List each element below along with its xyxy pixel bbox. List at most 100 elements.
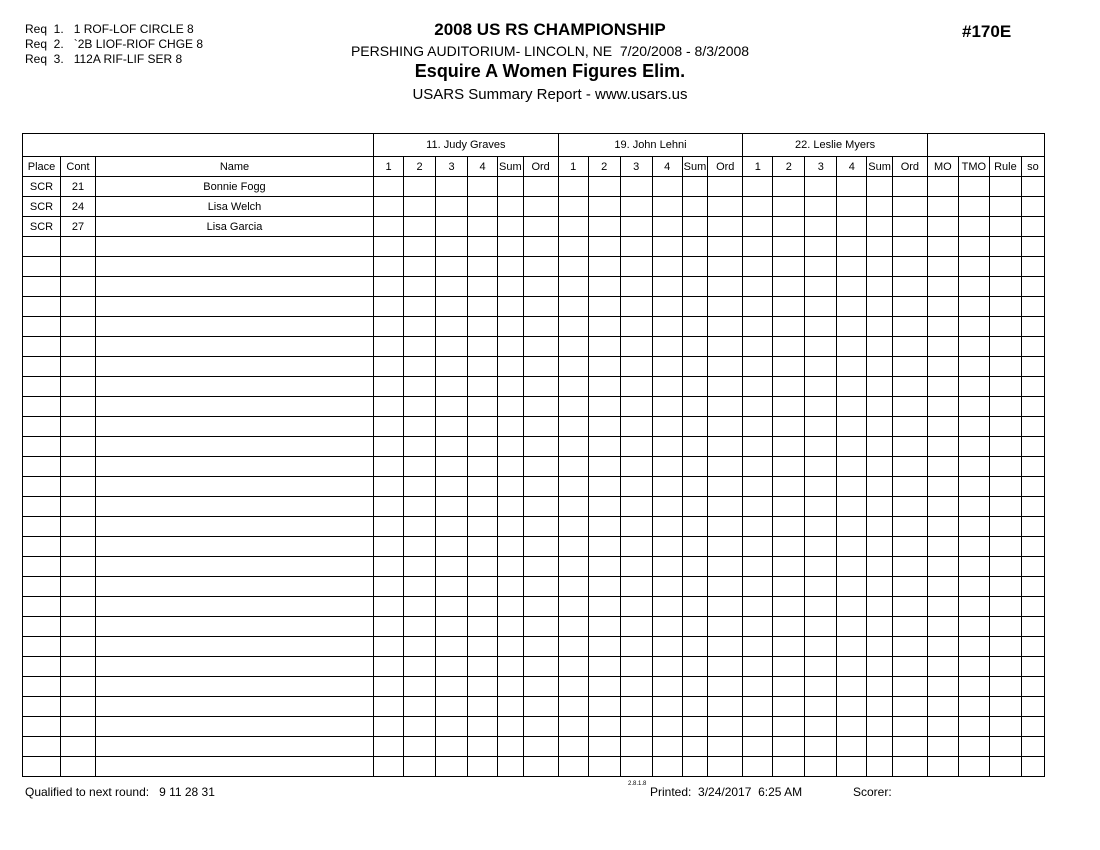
cell-score <box>557 516 589 537</box>
cell-score <box>836 656 868 677</box>
cell-score <box>772 756 806 777</box>
cell-score <box>557 616 589 637</box>
cell-score <box>557 676 589 697</box>
cell-score <box>836 396 868 417</box>
cell-sum <box>497 476 524 497</box>
cell-name <box>95 296 374 317</box>
cell-score <box>435 516 468 537</box>
cell-ord <box>707 436 744 457</box>
cell-score <box>373 516 404 537</box>
cell-score <box>587 656 621 677</box>
cell-so <box>1020 636 1045 657</box>
cell-sum <box>497 636 524 657</box>
cell-score <box>651 336 683 357</box>
cell-score <box>373 636 404 657</box>
cell-sum <box>866 376 893 397</box>
judge-header-2: 19. John Lehni <box>557 133 744 157</box>
cell-cont <box>60 616 96 637</box>
cell-score <box>587 496 621 517</box>
cell-rule <box>988 256 1022 277</box>
cell-sum <box>866 396 893 417</box>
cell-score <box>587 636 621 657</box>
cell-so <box>1020 316 1045 337</box>
cell-score <box>651 176 683 197</box>
cell-so <box>1020 176 1045 197</box>
summary-table: 11. Judy Graves 19. John Lehni 22. Leslie … <box>22 133 1045 777</box>
cell-cont <box>60 696 96 717</box>
cell-score <box>772 676 806 697</box>
cell-mo <box>926 336 959 357</box>
cell-ord <box>522 436 559 457</box>
cell-place <box>22 376 61 397</box>
cell-score <box>772 236 806 257</box>
cell-score <box>557 216 589 237</box>
cell-score <box>804 716 838 737</box>
table-row <box>22 316 1045 337</box>
cell-score <box>403 316 436 337</box>
cell-name <box>95 696 374 717</box>
cell-tmo <box>957 636 990 657</box>
cell-place <box>22 296 61 317</box>
cell-rule <box>988 476 1022 497</box>
cell-score <box>557 696 589 717</box>
cell-name <box>95 276 374 297</box>
cell-so <box>1020 476 1045 497</box>
cell-ord <box>707 336 744 357</box>
cell-so <box>1020 256 1045 277</box>
cell-score <box>836 296 868 317</box>
col-header-judge1-1: 1 <box>373 156 404 177</box>
cell-sum <box>866 416 893 437</box>
cell-so <box>1020 716 1045 737</box>
cell-score <box>619 316 653 337</box>
cell-cont <box>60 236 96 257</box>
cell-tmo <box>957 436 990 457</box>
cell-score <box>467 456 498 477</box>
cell-ord <box>891 356 928 377</box>
cell-score <box>373 216 404 237</box>
cell-ord <box>891 196 928 217</box>
col-header-so: so <box>1020 156 1045 177</box>
qualified-note: Qualified to next round: 9 11 28 31 <box>25 785 215 799</box>
cell-score <box>836 196 868 217</box>
cell-score <box>619 356 653 377</box>
cell-mo <box>926 496 959 517</box>
cell-score <box>619 396 653 417</box>
cell-sum <box>497 736 524 757</box>
cell-score <box>373 696 404 717</box>
cell-score <box>619 436 653 457</box>
col-header-judge2-1: 1 <box>557 156 589 177</box>
requirement-line-1: Req 1. 1 ROF-LOF CIRCLE 8 <box>25 22 194 36</box>
cell-score <box>836 756 868 777</box>
cell-sum <box>866 736 893 757</box>
cell-sum <box>497 756 524 777</box>
cell-score <box>836 536 868 557</box>
cell-ord <box>707 276 744 297</box>
cell-score <box>557 736 589 757</box>
cell-ord <box>891 336 928 357</box>
cell-name <box>95 596 374 617</box>
cell-score <box>435 736 468 757</box>
cell-score <box>772 636 806 657</box>
cell-score <box>403 716 436 737</box>
cell-ord <box>707 456 744 477</box>
cell-ord <box>707 536 744 557</box>
cell-rule <box>988 696 1022 717</box>
cell-ord <box>522 736 559 757</box>
cell-name <box>95 616 374 637</box>
cell-score <box>557 656 589 677</box>
cell-score <box>742 536 774 557</box>
cell-so <box>1020 576 1045 597</box>
cell-score <box>742 756 774 777</box>
cell-score <box>804 696 838 717</box>
cell-score <box>651 596 683 617</box>
col-header-judge1-3: 3 <box>435 156 468 177</box>
cell-so <box>1020 216 1045 237</box>
cell-score <box>557 456 589 477</box>
cell-so <box>1020 756 1045 777</box>
cell-sum <box>497 276 524 297</box>
cell-score <box>467 276 498 297</box>
cell-score <box>836 616 868 637</box>
col-header-judge2-2: 2 <box>587 156 621 177</box>
cell-score <box>435 296 468 317</box>
cell-sum <box>497 376 524 397</box>
